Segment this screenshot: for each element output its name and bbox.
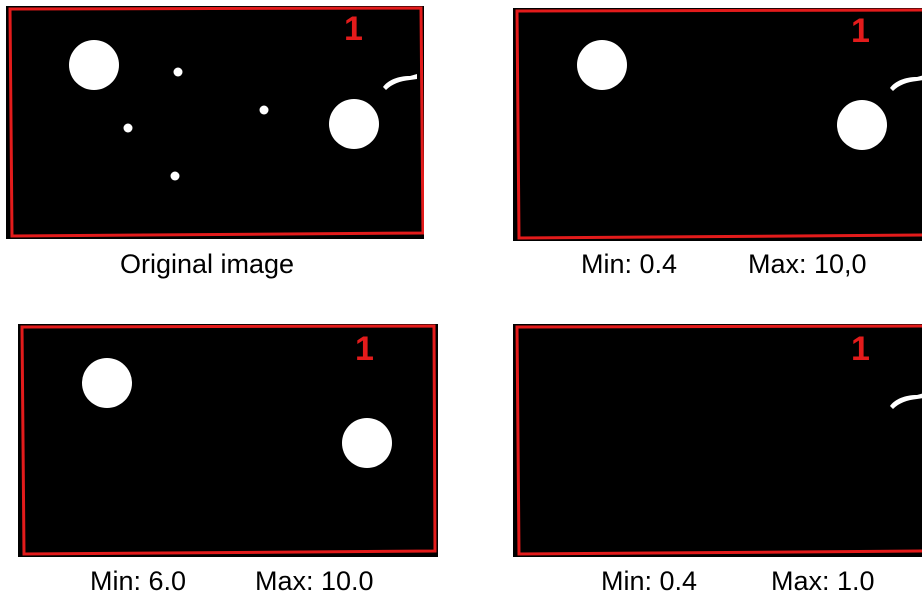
roi-border	[515, 8, 922, 240]
caption-filter-b-max: Max: 10.0	[255, 566, 374, 596]
small-blob	[123, 123, 133, 133]
panel-filter-a-canvas: 1	[515, 8, 922, 240]
panel-filter-b-canvas: 1	[20, 324, 437, 556]
roi-label: 1	[355, 330, 374, 368]
panel-filter-a: 1	[513, 8, 922, 241]
caption-original: Original image	[120, 249, 295, 279]
streak-blob	[383, 74, 417, 90]
large-blob	[577, 40, 627, 90]
caption-filter-c-min: Min: 0.4	[601, 566, 698, 596]
roi-border	[8, 6, 424, 238]
large-blob	[69, 40, 119, 90]
small-blob	[173, 67, 183, 77]
large-blob	[837, 100, 887, 150]
large-blob	[342, 418, 392, 468]
roi-border	[515, 324, 922, 556]
streak-blob	[890, 393, 922, 409]
roi-border	[20, 324, 437, 556]
roi-label: 1	[851, 12, 870, 50]
large-blob	[329, 99, 379, 149]
panel-filter-c: 1	[513, 324, 922, 557]
small-blob	[259, 105, 269, 115]
streak-blob	[890, 75, 922, 91]
small-blob	[170, 171, 180, 181]
caption-filter-c-max: Max: 1.0	[771, 566, 875, 596]
panel-original-canvas: 1	[8, 6, 424, 238]
caption-filter-b-min: Min: 6.0	[90, 566, 187, 596]
roi-label: 1	[851, 330, 870, 368]
panel-filter-b: 1	[18, 324, 438, 557]
panel-original: 1	[6, 6, 424, 239]
caption-filter-a-max: Max: 10,0	[748, 249, 867, 279]
large-blob	[82, 358, 132, 408]
roi-label: 1	[344, 10, 363, 48]
caption-filter-a-min: Min: 0.4	[581, 249, 678, 279]
panel-filter-c-canvas: 1	[515, 324, 922, 556]
